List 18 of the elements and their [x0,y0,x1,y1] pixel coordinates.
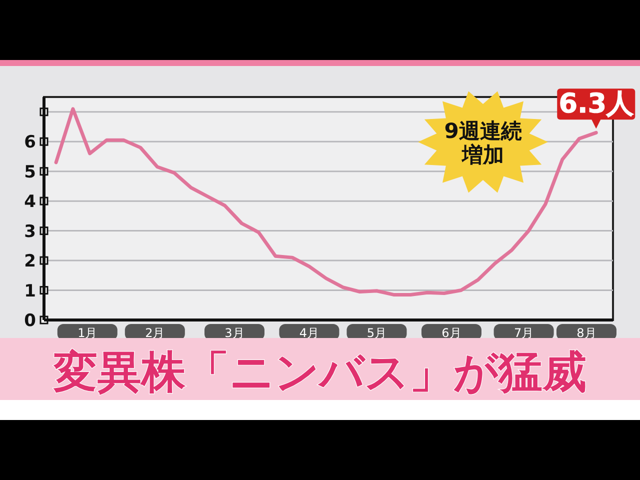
y-tick-label: 1 [24,281,36,302]
x-tick-label: 4月 [299,326,320,340]
x-tick-label: 6月 [442,326,462,340]
x-tick-label: 1月 [78,326,98,340]
y-tick-label: 5 [24,162,36,182]
y-tick-label: 0 [24,311,36,331]
y-tick-label: 2 [24,252,36,272]
annotation: 9週連続増加 [444,119,522,167]
annotation: 6.3人 [558,88,635,120]
x-tick-label: 8月 [576,326,596,340]
x-tick-label: 3月 [224,326,244,340]
x-tick-label: 5月 [366,326,387,340]
x-tick-label: 7月 [514,326,534,340]
y-tick-label: 3 [24,222,36,242]
text: 変異株「ニンバス」が猛威 [52,347,586,398]
x-tick-label: 2月 [145,326,165,340]
y-tick-label: 4 [24,192,36,212]
y-tick-label: 6 [24,132,36,153]
